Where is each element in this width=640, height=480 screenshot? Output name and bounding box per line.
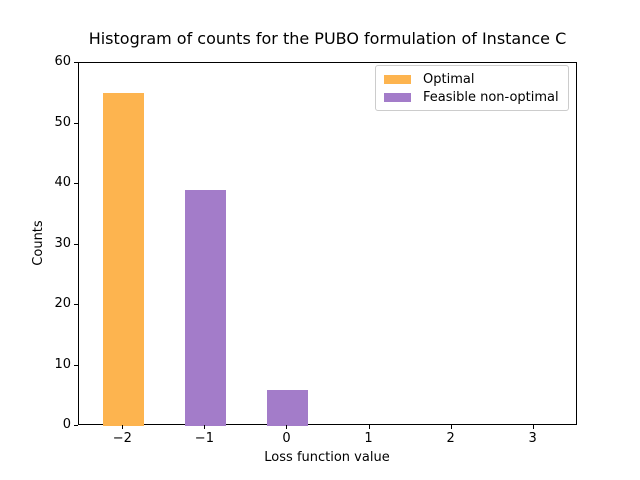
y-tick-label: 20 bbox=[54, 296, 71, 311]
y-tick-label: 0 bbox=[62, 417, 71, 432]
legend-swatch-optimal bbox=[384, 74, 411, 84]
x-tick bbox=[450, 425, 452, 429]
x-tick-label: 0 bbox=[282, 431, 291, 446]
x-tick-label: 2 bbox=[446, 431, 455, 446]
x-tick bbox=[122, 425, 124, 429]
y-tick bbox=[74, 304, 78, 305]
y-tick bbox=[74, 183, 78, 184]
y-tick-label: 10 bbox=[54, 356, 71, 372]
y-tick bbox=[74, 425, 78, 426]
x-tick-label: 1 bbox=[364, 431, 373, 446]
x-tick bbox=[286, 425, 288, 429]
legend-entry-optimal: Optimal bbox=[384, 70, 560, 88]
legend-label-optimal: Optimal bbox=[423, 71, 475, 87]
x-tick-label: 3 bbox=[528, 431, 537, 446]
y-tick-label: 30 bbox=[54, 235, 71, 251]
x-tick-label: −2 bbox=[112, 431, 132, 446]
x-tick bbox=[204, 425, 206, 429]
legend-entry-feasible-non-optimal: Feasible non-optimal bbox=[384, 88, 560, 106]
bar-optimal-x-2 bbox=[102, 93, 144, 426]
x-tick-label: −1 bbox=[194, 431, 214, 446]
x-axis-label: Loss function value bbox=[264, 450, 390, 465]
y-tick bbox=[74, 62, 78, 63]
y-tick-label: 50 bbox=[54, 114, 71, 130]
y-tick bbox=[74, 364, 78, 366]
y-tick bbox=[74, 243, 78, 245]
y-tick-label: 60 bbox=[54, 54, 71, 69]
y-tick bbox=[74, 122, 78, 124]
plot-area bbox=[78, 62, 577, 426]
x-tick bbox=[532, 425, 534, 429]
legend-label-feasible-non-optimal: Feasible non-optimal bbox=[423, 89, 559, 105]
y-tick-label: 40 bbox=[54, 175, 71, 190]
bar-feasible-non-optimal-x-1 bbox=[184, 190, 226, 426]
x-tick bbox=[368, 425, 370, 429]
legend: Optimal Feasible non-optimal bbox=[375, 65, 569, 111]
chart-title: Histogram of counts for the PUBO formula… bbox=[88, 29, 567, 48]
bar-feasible-non-optimal-x0 bbox=[266, 389, 308, 426]
legend-swatch-feasible-non-optimal bbox=[384, 92, 411, 102]
